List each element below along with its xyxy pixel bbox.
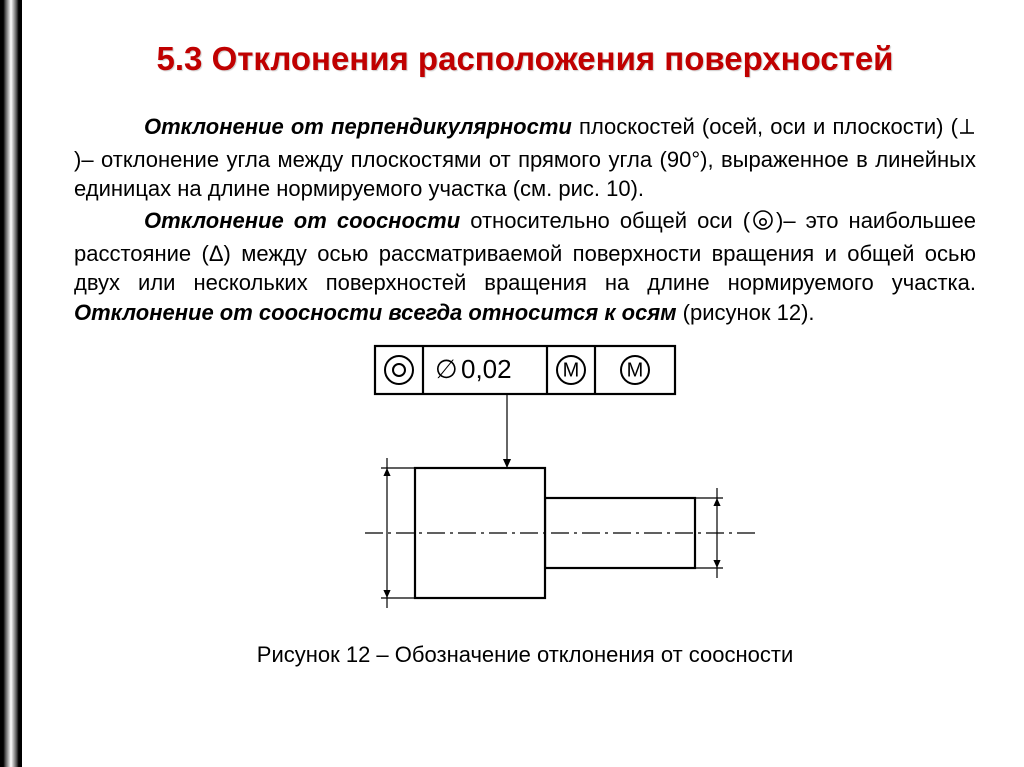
- page-title: 5.3 Отклонения расположения поверхностей: [74, 40, 976, 78]
- para2-text-a: относительно общей оси (: [460, 208, 750, 233]
- paragraph-coaxiality: Отклонение от соосности относительно общ…: [74, 206, 976, 328]
- svg-text:M: M: [563, 359, 580, 381]
- para1-text-a: плоскостей (осей, оси и плоскости) (: [572, 114, 958, 139]
- coaxiality-symbol-icon: [750, 209, 776, 239]
- paragraph-perpendicularity: Отклонение от перпендикулярности плоскос…: [74, 112, 976, 204]
- slide-page: 5.3 Отклонения расположения поверхностей…: [22, 0, 1024, 767]
- svg-text:0,02: 0,02: [461, 354, 512, 384]
- svg-text:∅: ∅: [435, 354, 458, 384]
- para2-text-c: (рисунок 12).: [677, 300, 815, 325]
- para1-text-b: )– отклонение угла между плоскостями от …: [74, 147, 976, 202]
- svg-text:M: M: [627, 359, 644, 381]
- term-coaxiality: Отклонение от соосности: [144, 208, 460, 233]
- emphasis-coaxiality-axes: Отклонение от соосности всегда относится…: [74, 300, 677, 325]
- perpendicularity-symbol-icon: [958, 115, 976, 145]
- figure-caption: Рисунок 12 – Обозначение отклонения от с…: [74, 642, 976, 668]
- figure-12: ∅0,02 M M Рисунок 12 – Обозначение отклоне…: [74, 338, 976, 668]
- technical-drawing: ∅0,02 M M: [245, 338, 805, 628]
- caption-text: Обозначение отклонения от соосности: [395, 642, 793, 667]
- term-perpendicularity: Отклонение от перпендикулярности: [144, 114, 572, 139]
- decorative-side-strip: [0, 0, 22, 767]
- caption-prefix: Рисунок 12 –: [257, 642, 395, 667]
